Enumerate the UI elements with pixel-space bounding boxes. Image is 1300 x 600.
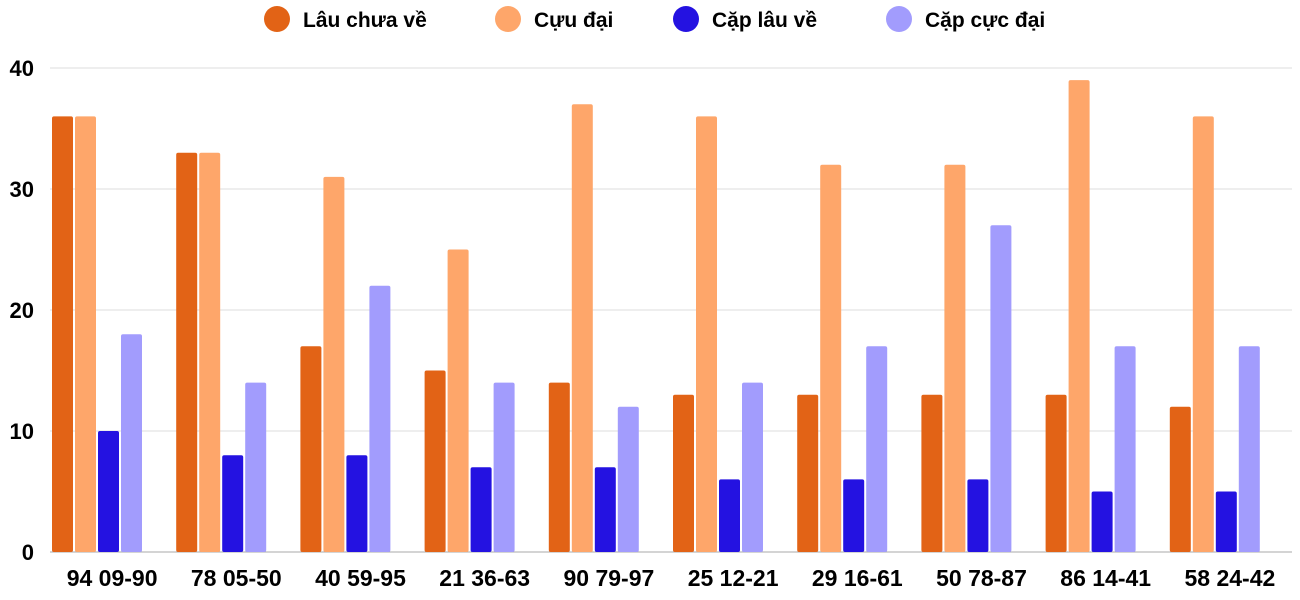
- legend-label: Cựu đại: [534, 9, 613, 32]
- bar-cựu-đại: [696, 116, 717, 553]
- bar-cặp-lâu-về: [470, 467, 492, 552]
- legend-item: Cặp cực đại: [886, 6, 1045, 32]
- bar-lâu-chưa-về: [673, 394, 694, 552]
- legend-label: Cặp lâu về: [712, 9, 817, 32]
- bar-cựu-đại: [323, 176, 345, 552]
- x-tick-label: 21 36-63: [439, 565, 530, 591]
- legend-item: Cựu đại: [495, 6, 613, 32]
- y-tick-label: 10: [10, 419, 34, 444]
- bar-cựu-đại: [571, 104, 593, 553]
- bar-lâu-chưa-về: [921, 394, 943, 552]
- bar-cặp-cực-đại: [245, 382, 267, 552]
- bar-cựu-đại: [199, 152, 221, 552]
- bar-cựu-đại: [820, 164, 842, 553]
- bar-cặp-cực-đại: [369, 285, 391, 552]
- legend: Lâu chưa về Cựu đại Cặp lâu về Cặp cực đại: [264, 6, 1045, 32]
- bar-lâu-chưa-về: [548, 382, 570, 552]
- bar-cặp-lâu-về: [98, 431, 119, 552]
- x-tick-label: 40 59-95: [315, 565, 406, 591]
- x-tick-label: 58 24-42: [1184, 565, 1275, 591]
- bar-cặp-cực-đại: [493, 382, 515, 552]
- bar-lâu-chưa-về: [176, 152, 198, 552]
- bar-cựu-đại: [1192, 116, 1214, 553]
- bar-lâu-chưa-về: [797, 394, 819, 552]
- x-tick-label: 78 05-50: [191, 565, 282, 591]
- bars: [52, 80, 1260, 553]
- x-tick-label: 50 78-87: [936, 565, 1027, 591]
- bar-lâu-chưa-về: [1169, 406, 1191, 552]
- legend-label: Cặp cực đại: [925, 9, 1045, 32]
- legend-marker: [495, 6, 521, 32]
- bar-cặp-cực-đại: [990, 225, 1012, 553]
- bar-cặp-cực-đại: [742, 382, 763, 552]
- bar-cặp-cực-đại: [121, 334, 142, 552]
- y-tick-label: 40: [10, 56, 34, 81]
- legend-label: Lâu chưa về: [303, 9, 427, 32]
- bar-lâu-chưa-về: [52, 116, 73, 553]
- bar-lâu-chưa-về: [424, 370, 446, 552]
- y-tick-label: 0: [22, 540, 34, 565]
- bar-cặp-lâu-về: [967, 479, 989, 552]
- x-tick-label: 86 14-41: [1060, 565, 1151, 591]
- bar-cặp-cực-đại: [1238, 346, 1260, 552]
- bar-cặp-cực-đại: [866, 346, 888, 552]
- x-tick-label: 25 12-21: [688, 565, 779, 591]
- y-axis: 0 10 20 30 40: [10, 56, 34, 565]
- y-tick-label: 30: [10, 177, 34, 202]
- bar-cặp-lâu-về: [222, 455, 244, 552]
- bar-cặp-cực-đại: [1114, 346, 1136, 552]
- legend-item: Lâu chưa về: [264, 6, 427, 32]
- bar-cặp-lâu-về: [1091, 491, 1113, 552]
- bar-cặp-lâu-về: [719, 479, 740, 552]
- bar-cặp-lâu-về: [594, 467, 616, 552]
- x-tick-label: 94 09-90: [67, 565, 158, 591]
- x-tick-label: 29 16-61: [812, 565, 903, 591]
- y-tick-label: 20: [10, 298, 34, 323]
- bar-cặp-cực-đại: [617, 406, 639, 552]
- bar-cặp-lâu-về: [1215, 491, 1237, 552]
- bar-cựu-đại: [1068, 80, 1090, 552]
- bar-cựu-đại: [447, 249, 469, 552]
- bar-cặp-lâu-về: [843, 479, 865, 552]
- bar-cựu-đại: [944, 164, 966, 553]
- bar-lâu-chưa-về: [300, 346, 322, 552]
- bar-cặp-lâu-về: [346, 455, 368, 552]
- legend-marker: [886, 6, 912, 32]
- bar-lâu-chưa-về: [1045, 394, 1067, 552]
- legend-marker: [673, 6, 699, 32]
- x-axis: 94 09-90 78 05-50 40 59-95 21 36-63 90 79-97…: [67, 565, 1276, 591]
- x-tick-label: 90 79-97: [563, 565, 654, 591]
- legend-item: Cặp lâu về: [673, 6, 817, 32]
- legend-marker: [264, 6, 290, 32]
- bar-cựu-đại: [75, 116, 96, 553]
